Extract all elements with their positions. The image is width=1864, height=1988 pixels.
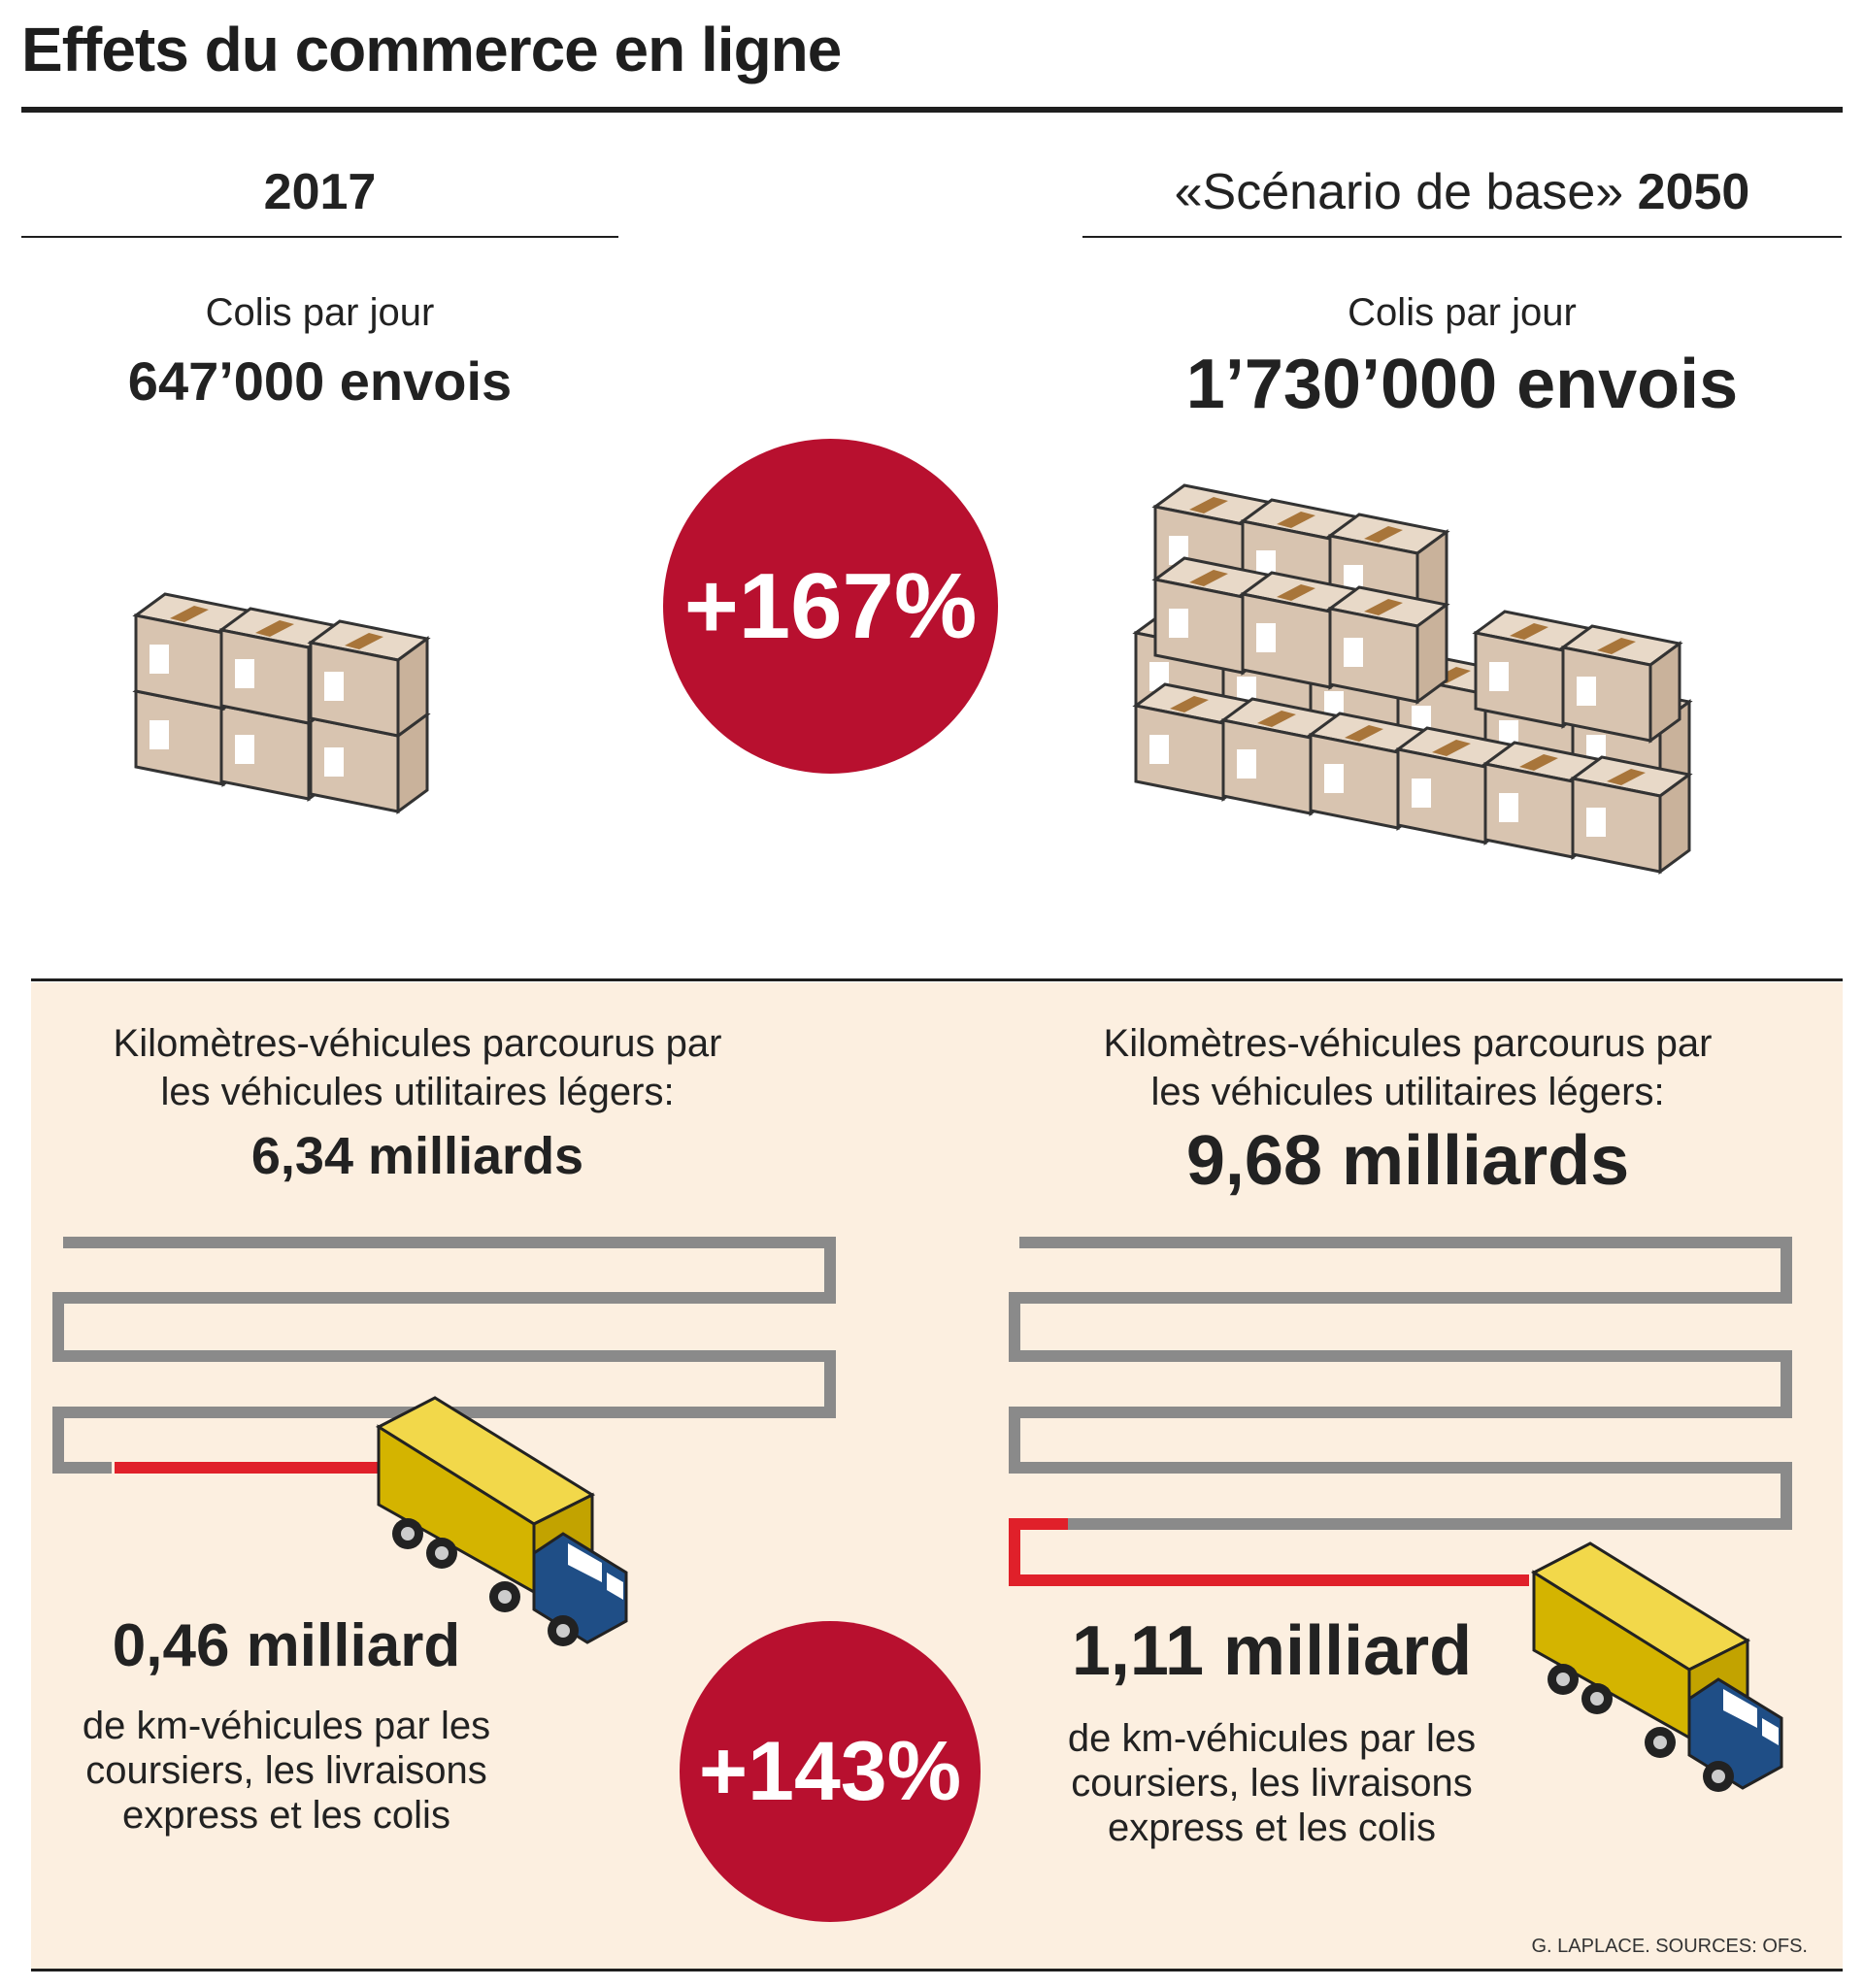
- km-label-2017: Kilomètres-véhicules parcourus par les v…: [39, 1019, 796, 1116]
- delivery-desc-2017-line2: coursiers, les livraisons: [85, 1749, 487, 1792]
- km-label-2017-line1: Kilomètres-véhicules parcourus par: [113, 1022, 722, 1065]
- km-label-2050-line1: Kilomètres-véhicules parcourus par: [1103, 1022, 1713, 1065]
- parcel-boxes-2050-icon: [1134, 483, 1691, 874]
- scenario-year: 2050: [1637, 164, 1750, 220]
- delivery-desc-2017-line3: express et les colis: [122, 1794, 450, 1837]
- parcel-boxes-icon: [134, 592, 429, 813]
- delivery-desc-2050-line3: express et les colis: [1108, 1806, 1436, 1849]
- delivery-km-2050: 1,11 milliard: [1071, 1612, 1473, 1690]
- winding-road-2050-icon: [1009, 1237, 1792, 1586]
- delivery-truck-2050-icon: [1532, 1541, 1783, 1794]
- source-credit: G. LAPLACE. SOURCES: OFS.: [1531, 1936, 1808, 1957]
- delivery-desc-2050-line2: coursiers, les livraisons: [1071, 1762, 1473, 1805]
- bottom-rule: [31, 1969, 1843, 1971]
- km-change-value: +143%: [698, 1724, 962, 1818]
- title-rule: [21, 107, 1843, 113]
- winding-road-icon: [52, 1237, 836, 1474]
- km-label-2050: Kilomètres-véhicules parcourus par les v…: [1029, 1019, 1786, 1116]
- delivery-desc-2050-line1: de km-véhicules par les: [1067, 1717, 1477, 1760]
- year-2017-heading: 2017: [263, 164, 377, 220]
- scenario-label: «Scénario de base»: [1174, 164, 1624, 220]
- delivery-km-2017: 0,46 milliard: [112, 1612, 461, 1679]
- km-label-2017-line2: les véhicules utilitaires légers:: [160, 1071, 675, 1113]
- colis-change-badge: +167%: [663, 439, 998, 774]
- year-2017-rule: [21, 236, 618, 238]
- km-label-2050-line2: les véhicules utilitaires légers:: [1150, 1071, 1665, 1113]
- delivery-desc-2017: de km-véhicules par les coursiers, les l…: [39, 1704, 534, 1838]
- colis-label-2050: Colis par jour: [1348, 291, 1577, 334]
- colis-value-2017: 647’000 envois: [127, 350, 513, 412]
- delivery-desc-2017-line1: de km-véhicules par les: [82, 1705, 491, 1747]
- km-change-badge: +143%: [680, 1621, 981, 1922]
- scenario-2050-rule: [1082, 236, 1842, 238]
- colis-value-2050: 1’730’000 envois: [1185, 346, 1739, 423]
- delivery-truck-icon: [375, 1396, 628, 1646]
- delivery-desc-2050: de km-véhicules par les coursiers, les l…: [1029, 1716, 1514, 1850]
- page-title: Effets du commerce en ligne: [21, 15, 842, 84]
- scenario-2050-heading: «Scénario de base» 2050: [1082, 163, 1842, 221]
- colis-change-value: +167%: [683, 553, 978, 658]
- km-total-2050: 9,68 milliards: [1185, 1122, 1630, 1200]
- colis-label-2017: Colis par jour: [205, 291, 435, 334]
- km-total-2017: 6,34 milliards: [250, 1127, 584, 1185]
- section-divider: [31, 978, 1843, 981]
